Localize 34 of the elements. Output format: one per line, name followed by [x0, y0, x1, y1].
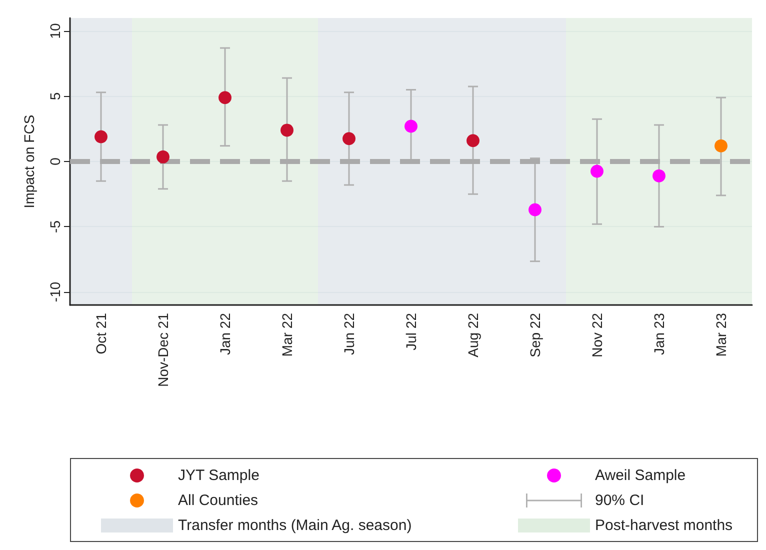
point [94, 130, 108, 144]
legend-label: Aweil Sample [595, 467, 686, 484]
legend-label: JYT Sample [178, 467, 260, 484]
point [466, 134, 480, 148]
x-tick-label: Aug 22 [465, 312, 481, 358]
y-tick-label: -5 [47, 220, 63, 233]
x-tick-label: Jan 22 [217, 312, 233, 356]
point [156, 150, 170, 164]
y-tick-label: 0 [47, 157, 63, 166]
legend-label: Post-harvest months [595, 517, 733, 534]
point [714, 139, 728, 152]
point [280, 124, 294, 137]
y-axis-title: Impact on FCS [21, 114, 37, 208]
text: 90% CI [595, 492, 644, 509]
x-tick-label: Nov-Dec 21 [155, 312, 171, 387]
legend-label: Transfer months (Main Ag. season) [178, 517, 412, 534]
point [652, 169, 666, 182]
legend-label: All Counties [178, 492, 258, 509]
x-tick-label: Mar 22 [279, 312, 295, 357]
point [528, 203, 542, 216]
x-tick-label: Oct 21 [93, 312, 109, 354]
point [342, 132, 356, 146]
point [218, 91, 232, 104]
y-tick-label: -10 [47, 282, 63, 302]
x-tick-label: Sep 22 [527, 312, 543, 358]
x-tick-label: Nov 22 [589, 312, 605, 358]
x-tick-label: Jan 23 [651, 312, 667, 356]
y-tick-label: 10 [47, 23, 63, 39]
x-tick-label: Mar 23 [713, 312, 729, 357]
point [404, 120, 418, 133]
x-tick-label: Jul 22 [403, 312, 419, 350]
point [590, 164, 604, 178]
x-tick-label: Jun 22 [341, 312, 357, 356]
y-tick-label: 5 [47, 92, 63, 100]
